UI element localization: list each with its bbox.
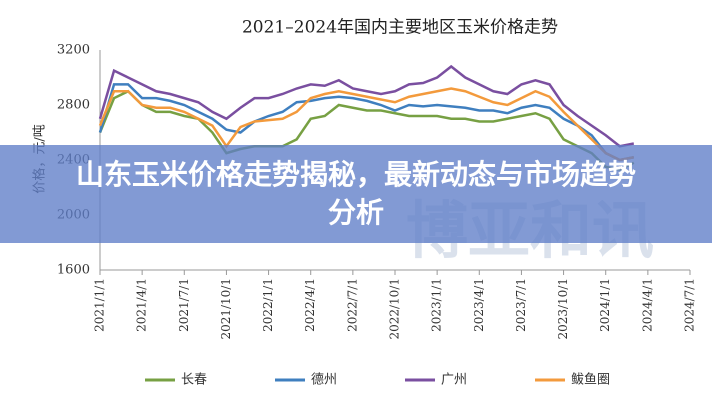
legend-label: 广州 [441, 373, 467, 388]
series-line [98, 89, 635, 171]
series-line [98, 87, 635, 162]
x-tick-label: 2023/4/1 [472, 278, 486, 332]
y-tick-label: 2800 [57, 98, 90, 113]
x-tick-label: 2021/10/1 [219, 278, 233, 340]
x-tick-label: 2024/1/1 [598, 278, 612, 332]
legend-label: 德州 [311, 373, 337, 388]
x-tick-label: 2022/1/1 [261, 278, 275, 332]
series-line [98, 83, 635, 162]
x-tick-label: 2024/4/1 [640, 278, 654, 332]
chart-title: 2021–2024年国内主要地区玉米价格走势 [242, 18, 558, 38]
x-tick-label: 2022/10/1 [388, 278, 402, 340]
x-tick-label: 2023/7/1 [514, 278, 528, 332]
legend-label: 长春 [181, 373, 207, 388]
x-tick-label: 2021/1/1 [93, 278, 107, 332]
x-tick-label: 2023/1/1 [430, 278, 444, 332]
x-tick-label: 2022/4/1 [303, 278, 317, 332]
series-line [98, 64, 635, 148]
x-tick-label: 2024/7/1 [683, 278, 697, 332]
y-tick-label: 1600 [57, 263, 90, 278]
headline: 山东玉米价格走势揭秘，最新动态与市场趋势分析 [75, 158, 636, 229]
y-tick-label: 3200 [57, 43, 90, 58]
legend-label: 鲅鱼圈 [571, 372, 610, 388]
banner: 山东玉米价格走势揭秘，最新动态与市场趋势分析 [0, 145, 712, 243]
x-tick-label: 2022/7/1 [345, 278, 359, 332]
x-tick-label: 2023/10/1 [556, 278, 570, 340]
x-tick-label: 2021/4/1 [135, 278, 149, 332]
x-tick-label: 2021/7/1 [177, 278, 191, 332]
